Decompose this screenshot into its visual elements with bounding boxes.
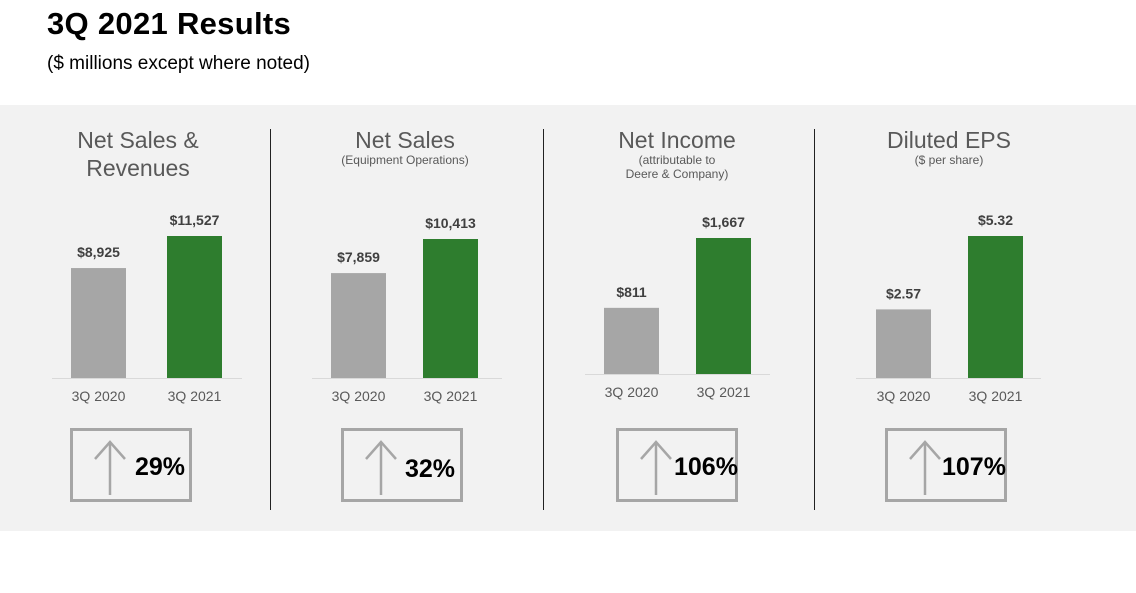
bar-3q-2021 — [968, 236, 1023, 378]
chart-subtitle-net-sales: (Equipment Operations) — [341, 153, 469, 167]
chart-title-net-sales-revenues: Net Sales & Revenues — [77, 127, 199, 181]
change-box: 29% — [70, 428, 192, 502]
divider — [270, 129, 271, 510]
data-label: $11,527 — [170, 212, 220, 228]
bar-3q-2021 — [696, 238, 751, 374]
change-value: 107% — [942, 453, 1006, 481]
bar-3q-2020 — [71, 268, 126, 378]
chart-subtitle-diluted-eps: ($ per share) — [914, 153, 984, 167]
change-box: 32% — [341, 428, 463, 502]
divider — [814, 129, 815, 510]
category-label: 3Q 2020 — [605, 384, 659, 400]
page-title: 3Q 2021 Results — [47, 6, 292, 41]
chart-subtitle-net-income: (attributable to Deere & Company) — [625, 153, 729, 181]
bar-3q-2020 — [604, 307, 659, 374]
divider — [543, 129, 544, 510]
chart-title-net-income: Net Income — [618, 127, 736, 153]
change-value: 106% — [674, 453, 738, 481]
up-arrow-icon — [365, 440, 397, 495]
up-arrow-icon — [94, 440, 126, 495]
category-label: 3Q 2021 — [424, 388, 478, 404]
data-label: $5.32 — [978, 212, 1013, 228]
chart-title-diluted-eps: Diluted EPS — [886, 127, 1011, 153]
category-label: 3Q 2021 — [969, 388, 1023, 404]
data-label: $2.57 — [886, 285, 921, 301]
category-label: 3Q 2021 — [168, 388, 222, 404]
change-box: 107% — [885, 428, 1007, 502]
bar-3q-2021 — [423, 239, 478, 378]
up-arrow-icon — [909, 440, 941, 495]
change-box: 106% — [616, 428, 738, 502]
category-label: 3Q 2021 — [697, 384, 751, 400]
change-value: 29% — [135, 453, 186, 481]
data-label: $811 — [616, 284, 647, 300]
bar-3q-2020 — [331, 273, 386, 378]
data-label: $8,925 — [77, 244, 120, 260]
up-arrow-icon — [640, 440, 672, 495]
category-label: 3Q 2020 — [332, 388, 386, 404]
chart-title-net-sales: Net Sales — [355, 127, 455, 153]
bar-3q-2020 — [876, 309, 931, 378]
data-label: $7,859 — [337, 249, 380, 265]
change-value: 32% — [405, 455, 456, 483]
category-label: 3Q 2020 — [877, 388, 931, 404]
category-label: 3Q 2020 — [72, 388, 126, 404]
page-subtitle: ($ millions except where noted) — [47, 53, 310, 74]
data-label: $10,413 — [425, 215, 476, 231]
bar-3q-2021 — [167, 236, 222, 378]
data-label: $1,667 — [702, 214, 745, 230]
